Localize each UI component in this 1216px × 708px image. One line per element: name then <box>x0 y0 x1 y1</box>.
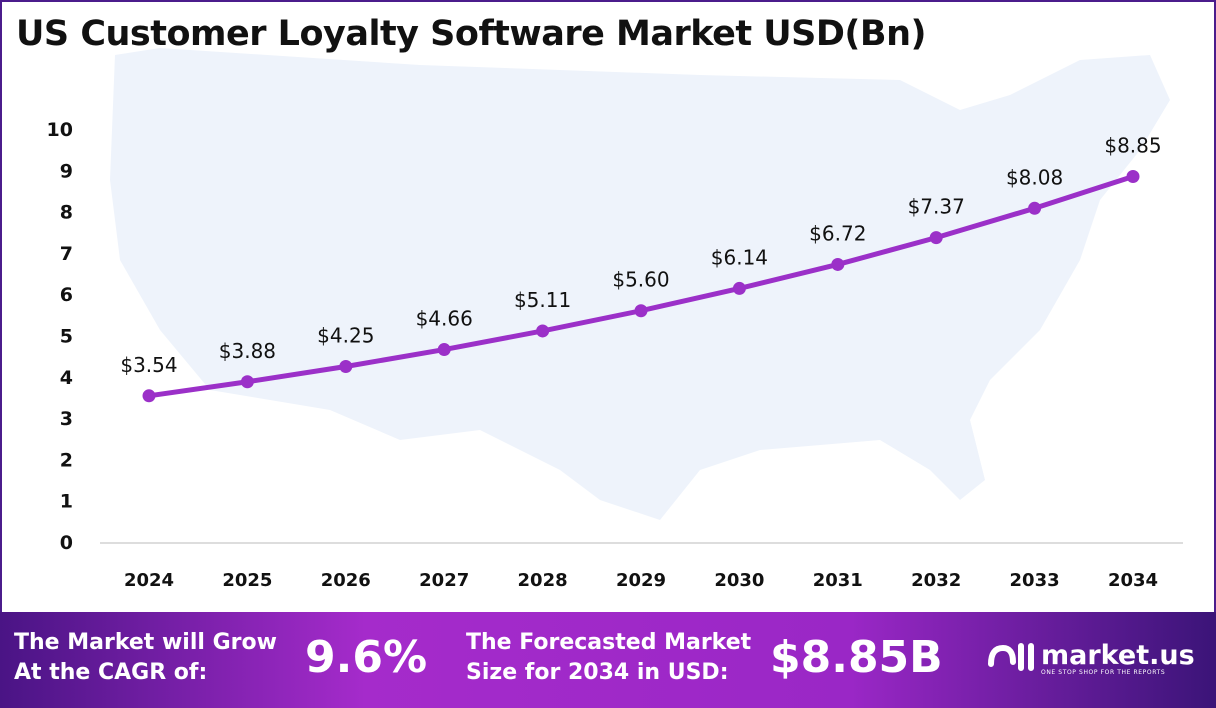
data-label: $3.54 <box>120 353 177 377</box>
data-label: $7.37 <box>908 195 965 219</box>
data-label: $6.14 <box>711 245 768 269</box>
x-tick-label: 2033 <box>1010 570 1060 591</box>
cagr-value: 9.6% <box>305 632 428 683</box>
y-tick-label: 8 <box>60 202 73 224</box>
x-tick-label: 2024 <box>124 570 174 591</box>
data-label: $8.08 <box>1006 165 1063 189</box>
cagr-label-line2: At the CAGR of: <box>14 660 208 685</box>
y-tick-label: 0 <box>60 532 73 554</box>
forecast-label-line2: Size for 2034 in USD: <box>466 660 729 685</box>
data-label: $8.85 <box>1104 133 1161 157</box>
data-point <box>1126 169 1140 183</box>
data-point <box>634 304 648 318</box>
chart-title: US Customer Loyalty Software Market USD(… <box>16 14 927 54</box>
forecast-label-line1: The Forecasted Market <box>466 630 752 655</box>
forecast-value: $8.85B <box>770 632 943 683</box>
x-tick-label: 2034 <box>1108 570 1158 591</box>
x-tick-label: 2028 <box>518 570 568 591</box>
y-tick-label: 1 <box>60 491 73 513</box>
logo-text: market.us <box>1041 640 1195 671</box>
data-point <box>339 359 353 373</box>
data-point <box>1028 201 1042 215</box>
x-tick-label: 2030 <box>714 570 764 591</box>
us-map-background <box>110 48 1170 520</box>
market-us-logo-icon <box>988 643 1034 671</box>
y-tick-label: 7 <box>60 243 73 265</box>
logo-tagline: ONE STOP SHOP FOR THE REPORTS <box>1041 669 1166 676</box>
forecast-label: The Forecasted Market Size for 2034 in U… <box>466 628 751 688</box>
data-point <box>240 375 254 389</box>
data-label: $6.72 <box>809 221 866 245</box>
y-tick-label: 9 <box>60 160 73 182</box>
x-tick-label: 2027 <box>419 570 469 591</box>
data-point <box>732 281 746 295</box>
cagr-label-line1: The Market will Grow <box>14 630 277 655</box>
x-tick-label: 2025 <box>222 570 272 591</box>
data-point <box>831 257 845 271</box>
summary-footer: The Market will Grow At the CAGR of: 9.6… <box>0 612 1216 708</box>
data-label: $4.66 <box>416 307 473 331</box>
y-tick-label: 3 <box>60 408 73 430</box>
y-tick-label: 6 <box>60 284 73 306</box>
data-point <box>929 231 943 245</box>
x-tick-label: 2032 <box>911 570 961 591</box>
x-tick-label: 2029 <box>616 570 666 591</box>
data-label: $5.60 <box>612 268 669 292</box>
x-tick-label: 2026 <box>321 570 371 591</box>
data-point <box>437 343 451 357</box>
data-label: $4.25 <box>317 323 374 347</box>
data-label: $5.11 <box>514 288 571 312</box>
y-tick-label: 5 <box>60 326 73 348</box>
data-label: $3.88 <box>219 339 276 363</box>
y-tick-label: 2 <box>60 449 73 471</box>
y-tick-label: 10 <box>47 119 73 141</box>
x-tick-label: 2031 <box>813 570 863 591</box>
data-point <box>142 389 156 403</box>
y-tick-label: 4 <box>60 367 73 389</box>
market-us-logo: market.us ONE STOP SHOP FOR THE REPORTS <box>985 638 1195 678</box>
cagr-label: The Market will Grow At the CAGR of: <box>14 628 277 688</box>
line-chart: 0 1 2 3 4 5 6 7 8 9 10 2024 2025 2026 2027 2028 2029 2030… <box>47 119 1183 591</box>
data-point <box>536 324 550 338</box>
